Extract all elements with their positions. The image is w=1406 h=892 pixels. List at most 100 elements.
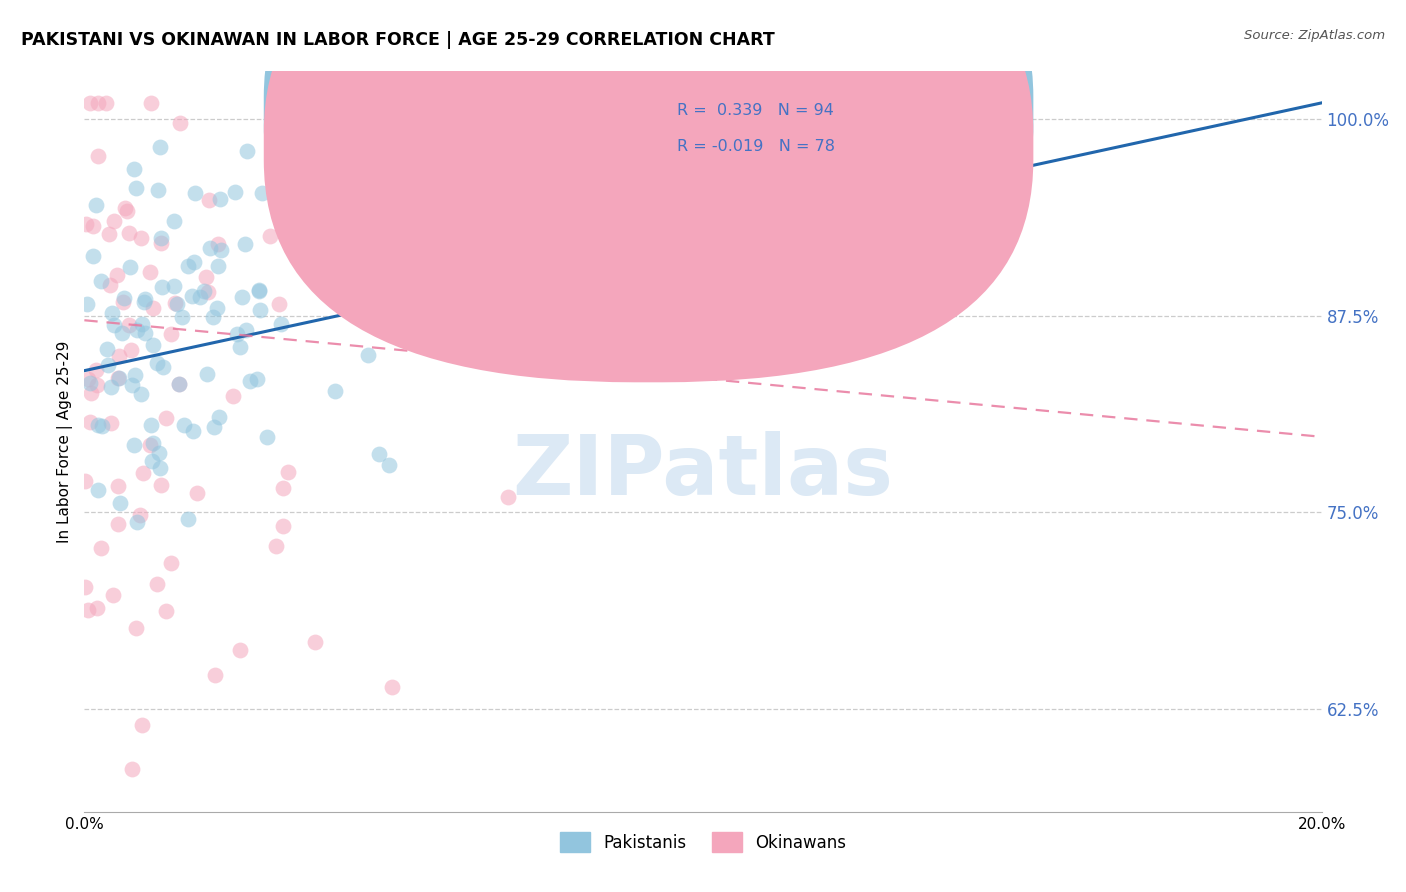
Point — [82, 219, 104, 233]
Point — [176, 259, 198, 273]
Point — [208, 192, 231, 206]
Point — [207, 301, 229, 315]
Point — [631, 202, 654, 216]
Point — [98, 227, 121, 241]
Point — [125, 622, 148, 636]
Point — [233, 236, 256, 251]
Point — [107, 371, 129, 385]
Point — [134, 292, 156, 306]
Point — [378, 458, 401, 473]
Point — [87, 483, 110, 497]
Point — [142, 301, 165, 315]
Point — [79, 376, 101, 390]
Point — [184, 186, 207, 200]
Point — [86, 378, 108, 392]
Point — [163, 279, 186, 293]
FancyBboxPatch shape — [264, 0, 1033, 383]
Point — [311, 251, 333, 265]
Point — [141, 453, 163, 467]
Point — [204, 668, 226, 682]
Point — [246, 371, 269, 385]
Point — [142, 338, 165, 352]
Point — [79, 385, 101, 400]
Point — [167, 377, 190, 392]
Point — [222, 388, 245, 402]
Point — [159, 327, 181, 342]
Point — [79, 95, 101, 110]
Point — [90, 274, 112, 288]
Point — [124, 368, 146, 383]
Point — [270, 318, 292, 332]
Point — [148, 446, 170, 460]
Point — [271, 519, 294, 533]
Point — [121, 378, 143, 392]
Point — [84, 363, 107, 377]
Point — [271, 481, 294, 495]
Point — [122, 438, 145, 452]
Point — [267, 296, 290, 310]
Point — [82, 249, 104, 263]
Point — [103, 588, 125, 602]
Point — [114, 202, 136, 216]
Point — [352, 164, 374, 178]
Point — [162, 214, 184, 228]
Point — [159, 556, 181, 570]
Point — [134, 326, 156, 340]
Point — [141, 418, 163, 433]
Point — [688, 180, 710, 194]
Point — [322, 113, 344, 128]
Point — [127, 515, 149, 529]
Point — [129, 508, 152, 522]
Point — [186, 485, 208, 500]
Point — [209, 243, 232, 257]
Point — [131, 718, 153, 732]
Point — [247, 283, 270, 297]
Point — [101, 306, 124, 320]
Point — [561, 305, 583, 319]
Point — [201, 310, 224, 325]
Text: R =  0.339   N = 94: R = 0.339 N = 94 — [678, 103, 834, 119]
Point — [347, 194, 370, 208]
Point — [250, 186, 273, 200]
Point — [120, 260, 142, 274]
Point — [146, 183, 169, 197]
Point — [202, 419, 225, 434]
Point — [247, 284, 270, 298]
Point — [195, 367, 218, 381]
Point — [150, 280, 173, 294]
Point — [86, 417, 108, 432]
Point — [183, 424, 205, 438]
Point — [107, 479, 129, 493]
Point — [266, 540, 288, 554]
Point — [73, 580, 96, 594]
Point — [111, 326, 134, 340]
Point — [131, 317, 153, 331]
Point — [259, 229, 281, 244]
Point — [131, 387, 153, 401]
Point — [197, 285, 219, 299]
Point — [152, 360, 174, 375]
Point — [426, 102, 449, 116]
Point — [142, 435, 165, 450]
Point — [117, 204, 139, 219]
Point — [169, 115, 191, 129]
Point — [224, 185, 246, 199]
Point — [150, 235, 173, 250]
Point — [384, 212, 406, 227]
Point — [134, 294, 156, 309]
Point — [229, 643, 252, 657]
Point — [87, 149, 110, 163]
Point — [96, 343, 118, 357]
Legend: Pakistanis, Okinawans: Pakistanis, Okinawans — [554, 825, 852, 859]
Point — [277, 465, 299, 479]
Point — [150, 231, 173, 245]
Point — [804, 133, 827, 147]
Point — [173, 418, 195, 433]
Point — [141, 95, 163, 110]
Point — [108, 371, 131, 385]
Point — [170, 310, 193, 325]
Point — [139, 437, 162, 451]
Point — [198, 193, 221, 207]
Point — [207, 259, 229, 273]
Text: Source: ZipAtlas.com: Source: ZipAtlas.com — [1244, 29, 1385, 42]
